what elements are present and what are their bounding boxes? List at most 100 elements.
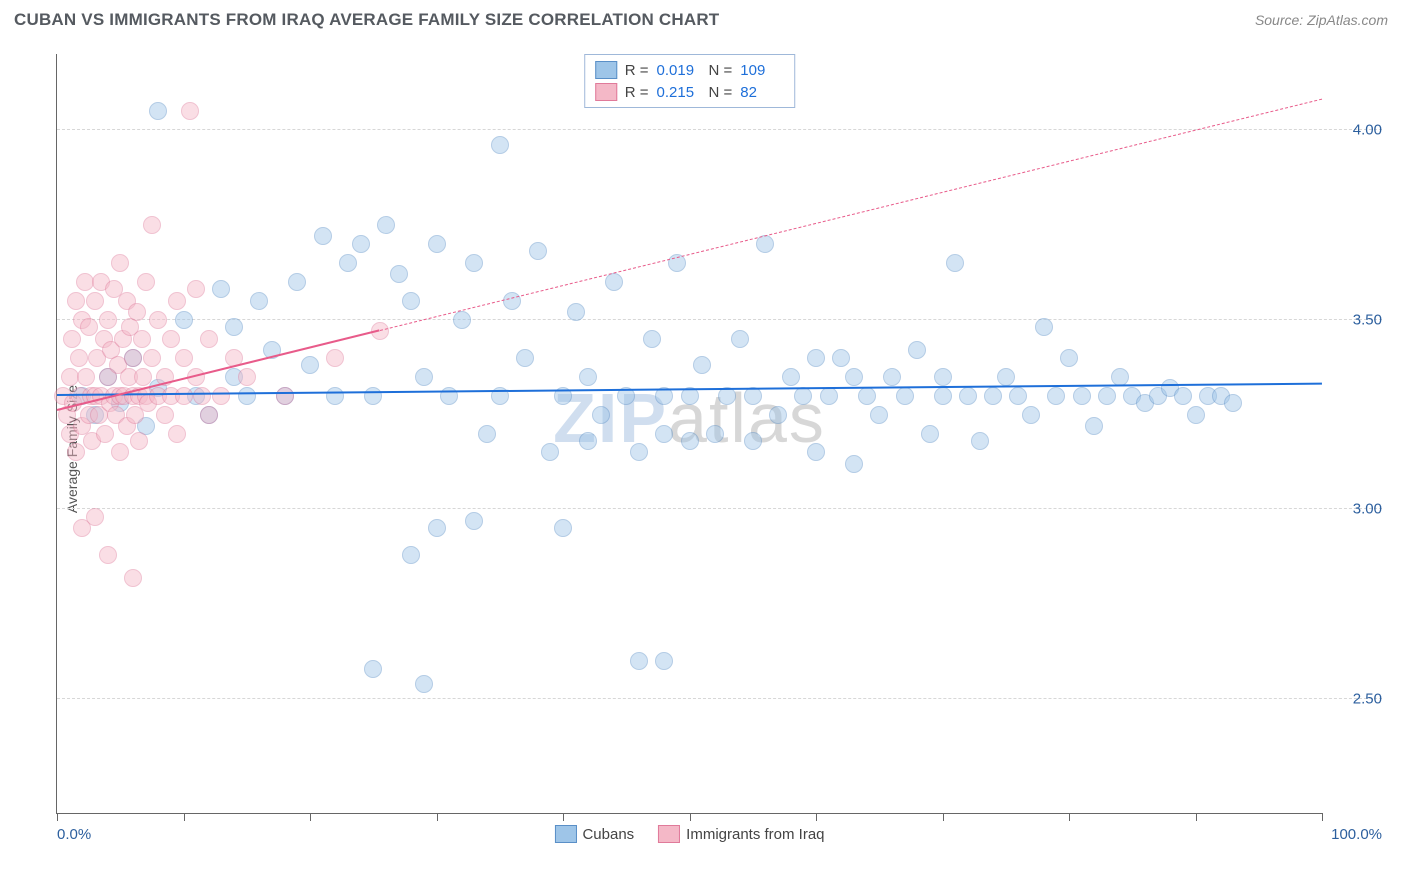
data-point: [415, 675, 433, 693]
data-point: [453, 311, 471, 329]
data-point: [352, 235, 370, 253]
data-point: [402, 546, 420, 564]
data-point: [402, 292, 420, 310]
data-point: [288, 273, 306, 291]
data-point: [61, 368, 79, 386]
data-point: [934, 368, 952, 386]
data-point: [390, 265, 408, 283]
x-tick: [816, 813, 817, 821]
data-point: [301, 356, 319, 374]
data-point: [168, 292, 186, 310]
data-point: [238, 387, 256, 405]
data-point: [655, 652, 673, 670]
data-point: [130, 432, 148, 450]
chart-header: CUBAN VS IMMIGRANTS FROM IRAQ AVERAGE FA…: [0, 0, 1406, 36]
data-point: [314, 227, 332, 245]
data-point: [187, 280, 205, 298]
data-point: [128, 303, 146, 321]
swatch-cubans: [595, 61, 617, 79]
data-point: [782, 368, 800, 386]
data-point: [111, 443, 129, 461]
data-point: [832, 349, 850, 367]
x-axis-end: 100.0%: [1331, 826, 1382, 843]
data-point: [681, 432, 699, 450]
data-point: [124, 569, 142, 587]
x-tick: [184, 813, 185, 821]
data-point: [1035, 318, 1053, 336]
data-point: [516, 349, 534, 367]
data-point: [175, 311, 193, 329]
data-point: [465, 254, 483, 272]
legend-item-iraq: Immigrants from Iraq: [658, 825, 824, 843]
data-point: [377, 216, 395, 234]
x-tick: [563, 813, 564, 821]
data-point: [655, 425, 673, 443]
data-point: [693, 356, 711, 374]
data-point: [1098, 387, 1116, 405]
data-point: [193, 387, 211, 405]
data-point: [225, 318, 243, 336]
data-point: [168, 425, 186, 443]
data-point: [70, 349, 88, 367]
legend-row-cubans: R = 0.019 N = 109: [595, 59, 785, 81]
chart-source: Source: ZipAtlas.com: [1255, 12, 1388, 28]
data-point: [428, 519, 446, 537]
data-point: [364, 387, 382, 405]
data-point: [529, 242, 547, 260]
data-point: [845, 368, 863, 386]
x-tick: [943, 813, 944, 821]
data-point: [883, 368, 901, 386]
gridline: [57, 129, 1382, 130]
data-point: [212, 280, 230, 298]
data-point: [807, 349, 825, 367]
data-point: [77, 368, 95, 386]
x-tick: [57, 813, 58, 821]
swatch-iraq: [658, 825, 680, 843]
data-point: [921, 425, 939, 443]
y-tick-label: 3.50: [1327, 311, 1382, 328]
data-point: [364, 660, 382, 678]
data-point: [143, 349, 161, 367]
y-tick-label: 3.00: [1327, 501, 1382, 518]
correlation-legend: R = 0.019 N = 109 R = 0.215 N = 82: [584, 54, 796, 108]
data-point: [1085, 417, 1103, 435]
data-point: [238, 368, 256, 386]
data-point: [99, 311, 117, 329]
data-point: [1174, 387, 1192, 405]
data-point: [845, 455, 863, 473]
data-point: [1187, 406, 1205, 424]
data-point: [592, 406, 610, 424]
data-point: [250, 292, 268, 310]
data-point: [1224, 394, 1242, 412]
data-point: [870, 406, 888, 424]
data-point: [503, 292, 521, 310]
data-point: [200, 330, 218, 348]
data-point: [276, 387, 294, 405]
data-point: [175, 387, 193, 405]
data-point: [820, 387, 838, 405]
data-point: [96, 425, 114, 443]
data-point: [63, 330, 81, 348]
data-point: [326, 349, 344, 367]
data-point: [567, 303, 585, 321]
x-tick: [1069, 813, 1070, 821]
data-point: [149, 311, 167, 329]
data-point: [630, 652, 648, 670]
legend-item-cubans: Cubans: [554, 825, 634, 843]
data-point: [134, 368, 152, 386]
data-point: [605, 273, 623, 291]
data-point: [1060, 349, 1078, 367]
data-point: [478, 425, 496, 443]
data-point: [67, 443, 85, 461]
data-point: [143, 216, 161, 234]
x-tick: [310, 813, 311, 821]
data-point: [769, 406, 787, 424]
legend-row-iraq: R = 0.215 N = 82: [595, 81, 785, 103]
data-point: [731, 330, 749, 348]
data-point: [440, 387, 458, 405]
gridline: [57, 508, 1382, 509]
data-point: [744, 432, 762, 450]
data-point: [946, 254, 964, 272]
data-point: [99, 546, 117, 564]
data-point: [706, 425, 724, 443]
